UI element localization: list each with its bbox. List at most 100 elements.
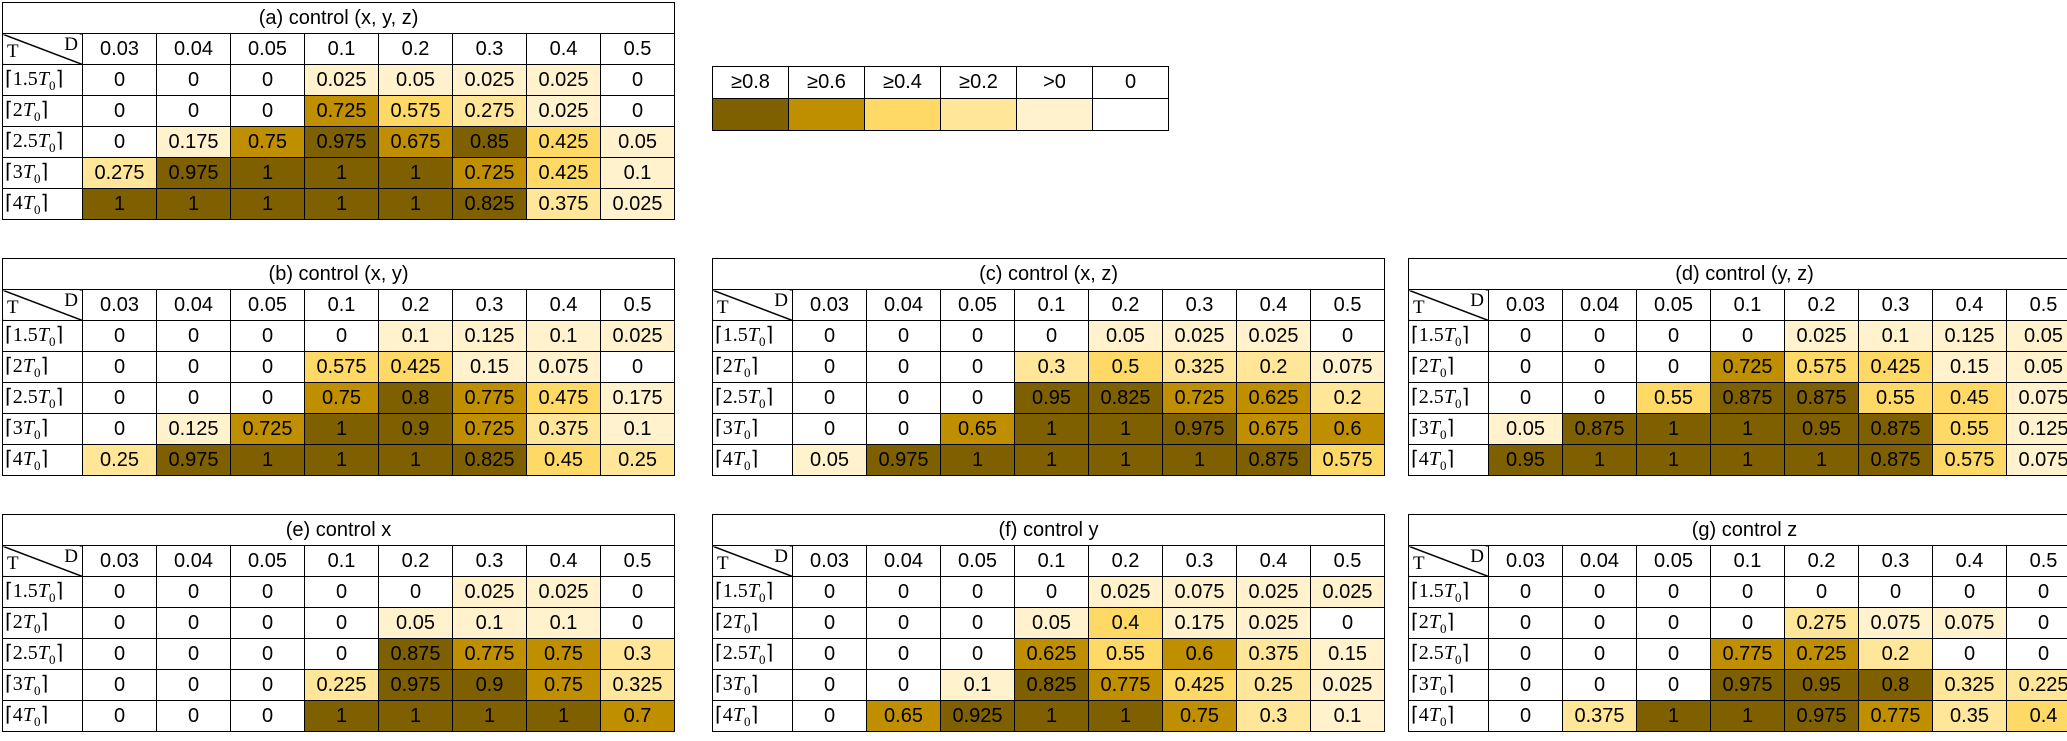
column-header: 0.03 [82,545,157,577]
heatmap-cell: 0.975 [378,669,453,701]
column-header: 0.3 [452,289,527,321]
heatmap-cell: 0 [792,607,867,639]
heatmap-cell: 0 [1562,669,1637,701]
heatmap-cell: 0.6 [1162,638,1237,670]
column-header: 0.4 [1932,289,2007,321]
heatmap-cell: 0.025 [526,576,601,608]
row-header: ⌈1.5T0⌉ [2,320,83,352]
row-header: ⌈2.5T0⌉ [712,638,793,670]
heatmap-panel-b: (b) control (x, y) T D 0.03 0.04 0.05 0.1 0.2 0.… [1,258,676,476]
row-header: ⌈2.5T0⌉ [712,382,793,414]
column-header: 0.04 [156,545,231,577]
row-header: ⌈4T0⌉ [2,444,83,476]
heatmap-cell: 0.05 [1014,607,1089,639]
heatmap-cell: 0 [1636,607,1711,639]
heatmap-cell: 0.575 [378,95,453,127]
heatmap-cell: 0 [1710,607,1785,639]
column-header: 0.3 [1858,289,1933,321]
heatmap-cell: 0 [866,638,941,670]
heatmap-cell: 0 [230,669,305,701]
table-row: ⌈1.5T0⌉ 0 0 0 0 0 0 0 0 [1408,576,2067,608]
heatmap-cell: 0.95 [1784,669,1859,701]
table-row: ⌈3T0⌉ 0 0.125 0.725 1 0.9 0.725 0.375 0.1 [2,413,676,445]
heatmap-cell: 0 [940,382,1015,414]
table-row: ⌈3T0⌉ 0 0 0 0.975 0.95 0.8 0.325 0.225 [1408,669,2067,701]
heatmap-cell: 0 [1636,638,1711,670]
legend-swatch [1016,98,1093,131]
heatmap-cell: 1 [1088,413,1163,445]
table-row: ⌈2.5T0⌉ 0 0 0 0.95 0.825 0.725 0.625 0.2 [712,382,1386,414]
heatmap-cell: 1 [1014,444,1089,476]
row-header: ⌈3T0⌉ [2,157,83,189]
heatmap-cell: 0 [1710,320,1785,352]
heatmap-cell: 0.55 [1932,413,2007,445]
column-header: 0.4 [526,33,601,65]
heatmap-cell: 0 [599,64,676,96]
heatmap-cell: 0.025 [526,64,601,96]
heatmap-cell: 0 [792,413,867,445]
heatmap-cell: 0.05 [1488,413,1563,445]
heatmap-cell: 0.05 [792,444,867,476]
heatmap-cell: 0.55 [1636,382,1711,414]
heatmap-cell: 0.45 [526,444,601,476]
row-header: ⌈2T0⌉ [2,607,83,639]
table-row: ⌈1.5T0⌉ 0 0 0 0 0.025 0.1 0.125 0.05 [1408,320,2067,352]
heatmap-cell: 1 [1784,444,1859,476]
heatmap-cell: 0.15 [1309,638,1386,670]
heatmap-cell: 0 [1858,576,1933,608]
heatmap-table: (a) control (x, y, z) T D 0.03 0.04 0.05 0.1 0.… [1,2,676,220]
heatmap-cell: 0.775 [1710,638,1785,670]
heatmap-panel-g: (g) control z T D 0.03 0.04 0.05 0.1 0.2 0.3 0.4 0… [1408,514,2067,732]
column-header: 0.4 [1236,545,1311,577]
column-header: 0.04 [156,289,231,321]
heatmap-cell: 0.025 [1162,320,1237,352]
heatmap-cell: 0 [82,126,157,158]
table-row: ⌈4T0⌉ 0 0 0 1 1 1 1 0.7 [2,700,675,732]
heatmap-cell: 0.575 [1309,444,1386,476]
table-row: ⌈4T0⌉ 0 0.375 1 1 0.975 0.775 0.35 0.4 [1408,700,2067,732]
heatmap-cell: 0 [600,607,675,639]
heatmap-cell: 0.725 [1710,351,1785,383]
panel-title: (e) control x [2,514,675,546]
row-header: ⌈4T0⌉ [1408,700,1489,732]
column-header: 0.04 [156,33,231,65]
heatmap-cell: 0.675 [378,126,453,158]
heatmap-cell: 0 [230,351,305,383]
heatmap-cell: 0 [82,607,157,639]
heatmap-cell: 0.875 [1784,382,1859,414]
col-axis-label: D [774,290,788,312]
heatmap-cell: 0 [1488,700,1563,732]
heatmap-cell: 0.775 [452,382,527,414]
heatmap-cell: 0.425 [378,351,453,383]
heatmap-cell: 0.25 [82,444,157,476]
heatmap-cell: 0 [599,95,676,127]
column-header: 0.2 [378,33,453,65]
heatmap-cell: 0.75 [526,669,601,701]
heatmap-cell: 1 [452,700,527,732]
row-header: ⌈4T0⌉ [712,444,793,476]
col-axis-label: D [1470,546,1484,568]
heatmap-cell: 0.85 [452,126,527,158]
heatmap-cell: 0.975 [156,444,231,476]
heatmap-cell: 0 [82,320,157,352]
heatmap-cell: 0.5 [1088,351,1163,383]
column-header: 0.5 [600,545,675,577]
heatmap-cell: 0.375 [526,188,601,220]
heatmap-cell: 0.025 [1309,669,1386,701]
heatmap-cell: 0 [866,607,941,639]
heatmap-cell: 0.25 [599,444,676,476]
heatmap-cell: 0 [230,638,305,670]
heatmap-cell: 1 [1710,413,1785,445]
heatmap-cell: 0.35 [1932,700,2007,732]
heatmap-panel-a: (a) control (x, y, z) T D 0.03 0.04 0.05 0.1 0.… [1,2,676,220]
heatmap-cell: 0.025 [304,64,379,96]
table-row: ⌈2.5T0⌉ 0 0 0 0.625 0.55 0.6 0.375 0.15 [712,638,1386,670]
table-row: ⌈4T0⌉ 0.05 0.975 1 1 1 1 0.875 0.575 [712,444,1386,476]
heatmap-cell: 0.875 [1858,444,1933,476]
column-header: 0.03 [82,33,157,65]
legend-swatch [712,98,789,131]
col-axis-label: D [64,34,78,56]
heatmap-cell: 0.375 [526,413,601,445]
table-row: ⌈1.5T0⌉ 0 0 0 0 0.025 0.075 0.025 0.025 [712,576,1386,608]
